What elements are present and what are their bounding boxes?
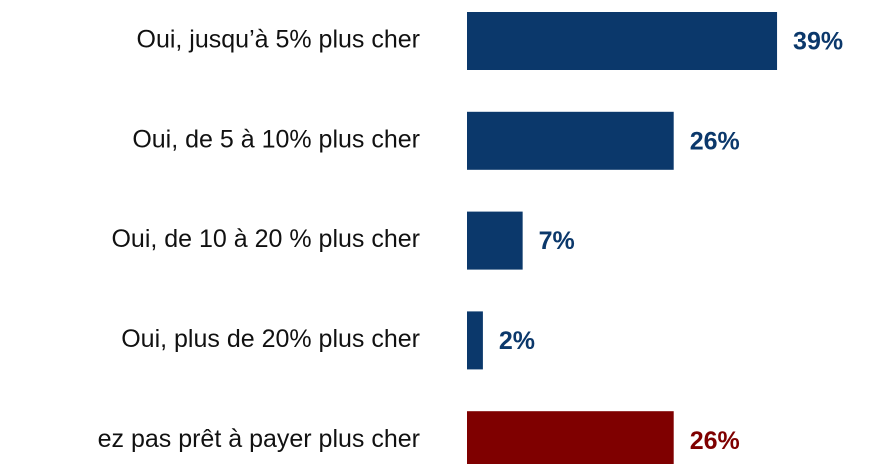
bar [467, 411, 674, 464]
bar [467, 311, 483, 370]
value-label: 7% [539, 227, 575, 255]
value-label: 26% [690, 427, 740, 455]
category-label: Oui, jusqu’à 5% plus cher [137, 26, 420, 54]
category-label: Oui, de 10 à 20 % plus cher [111, 225, 420, 253]
value-label: 39% [793, 28, 843, 56]
category-label: Oui, de 5 à 10% plus cher [132, 125, 420, 153]
bar [467, 12, 778, 70]
bar [467, 111, 674, 170]
category-label: Oui, plus de 20% plus cher [121, 325, 420, 353]
value-label: 26% [690, 127, 740, 155]
bar [467, 211, 523, 270]
value-label: 2% [499, 327, 535, 355]
category-label: ez pas prêt à payer plus cher [98, 425, 420, 453]
